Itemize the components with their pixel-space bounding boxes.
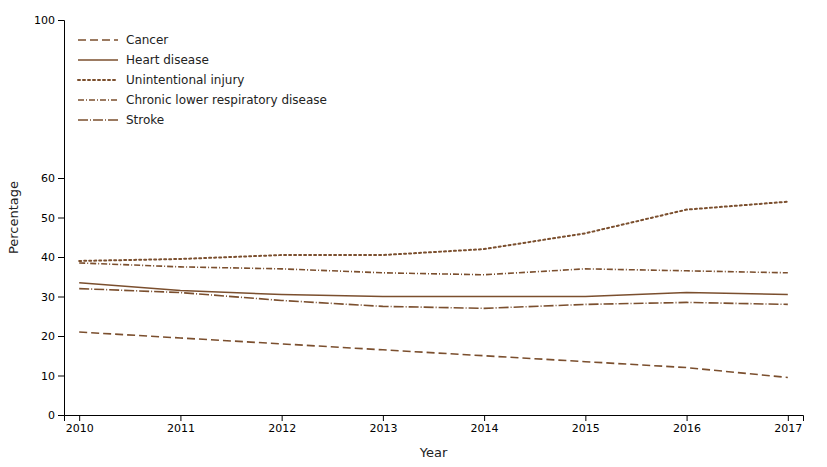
legend-swatch: [78, 39, 118, 41]
legend-label: Heart disease: [126, 53, 209, 67]
tick: 20: [41, 330, 64, 343]
tick-label: 2016: [673, 422, 701, 435]
legend-label: Stroke: [126, 113, 164, 127]
tick-label: 10: [41, 370, 55, 383]
tick: 2010: [66, 415, 94, 435]
legend-label: Unintentional injury: [126, 73, 244, 87]
series-line: [79, 289, 788, 309]
tick-label: 40: [41, 251, 55, 264]
tick-label: 2010: [66, 422, 94, 435]
tick-mark: [58, 376, 64, 377]
legend-item: Heart disease: [78, 53, 209, 67]
tick: 10: [41, 370, 64, 383]
legend-item: Cancer: [78, 33, 168, 47]
legend-item: Stroke: [78, 113, 164, 127]
tick: 2013: [369, 415, 397, 435]
tick-mark: [180, 415, 181, 421]
legend-label: Chronic lower respiratory disease: [126, 93, 327, 107]
tick-label: 2013: [369, 422, 397, 435]
tick: 2014: [471, 415, 499, 435]
legend-swatch: [78, 119, 118, 121]
tick: 100: [34, 14, 64, 27]
tick-mark: [788, 415, 789, 421]
tick-label: 2015: [572, 422, 600, 435]
tick: 0: [48, 409, 64, 422]
tick-mark: [58, 415, 64, 416]
x-axis-title: Year: [419, 445, 448, 460]
legend-item: Unintentional injury: [78, 73, 244, 87]
tick-label: 20: [41, 330, 55, 343]
tick-mark: [484, 415, 485, 421]
tick: 2012: [268, 415, 296, 435]
tick-mark: [58, 257, 64, 258]
tick-label: 0: [48, 409, 55, 422]
tick-mark: [58, 218, 64, 219]
tick-label: 60: [41, 172, 55, 185]
x-axis: 2010 2011 2012 2013 2014 2015 2016 2017: [65, 415, 804, 435]
legend-swatch: [78, 59, 118, 61]
axis-line: [58, 21, 65, 416]
tick-mark: [79, 415, 80, 421]
tick-mark: [585, 415, 586, 421]
tick-label: 30: [41, 291, 55, 304]
tick-mark: [58, 20, 64, 21]
legend-swatch: [78, 79, 118, 81]
tick-label: 50: [41, 212, 55, 225]
tick-label: 2014: [471, 422, 499, 435]
legend-swatch: [78, 99, 118, 101]
tick-label: 100: [34, 14, 55, 27]
tick: 2011: [167, 415, 195, 435]
plot: 2010 2011 2012 2013 2014 2015 2016 2017 0 10 20 30 4…: [6, 14, 804, 460]
chart: 2010 2011 2012 2013 2014 2015 2016 2017 0 10 20 30 4…: [0, 0, 827, 467]
axis-line: [65, 416, 804, 422]
tick: 40: [41, 251, 64, 264]
tick-mark: [58, 178, 64, 179]
tick-mark: [58, 297, 64, 298]
legend: Cancer Heart disease Unintentional injury C…: [78, 33, 327, 127]
series-line: [79, 202, 788, 261]
tick: 60: [41, 172, 64, 185]
tick-mark: [383, 415, 384, 421]
series-line: [79, 283, 788, 297]
tick: 2015: [572, 415, 600, 435]
tick-mark: [687, 415, 688, 421]
tick: 50: [41, 212, 64, 225]
legend-item: Chronic lower respiratory disease: [78, 93, 327, 107]
tick-mark: [282, 415, 283, 421]
y-axis: 0 10 20 30 40 50 60 100: [34, 14, 65, 422]
tick-mark: [58, 336, 64, 337]
tick-label: 2012: [268, 422, 296, 435]
y-axis-title: Percentage: [6, 181, 21, 254]
tick: 30: [41, 291, 64, 304]
tick: 2017: [774, 415, 802, 435]
legend-label: Cancer: [126, 33, 168, 47]
tick: 2016: [673, 415, 701, 435]
tick-label: 2011: [167, 422, 195, 435]
tick-label: 2017: [774, 422, 802, 435]
series-line: [79, 332, 788, 377]
series-line: [79, 263, 788, 275]
series-group: [79, 202, 788, 378]
